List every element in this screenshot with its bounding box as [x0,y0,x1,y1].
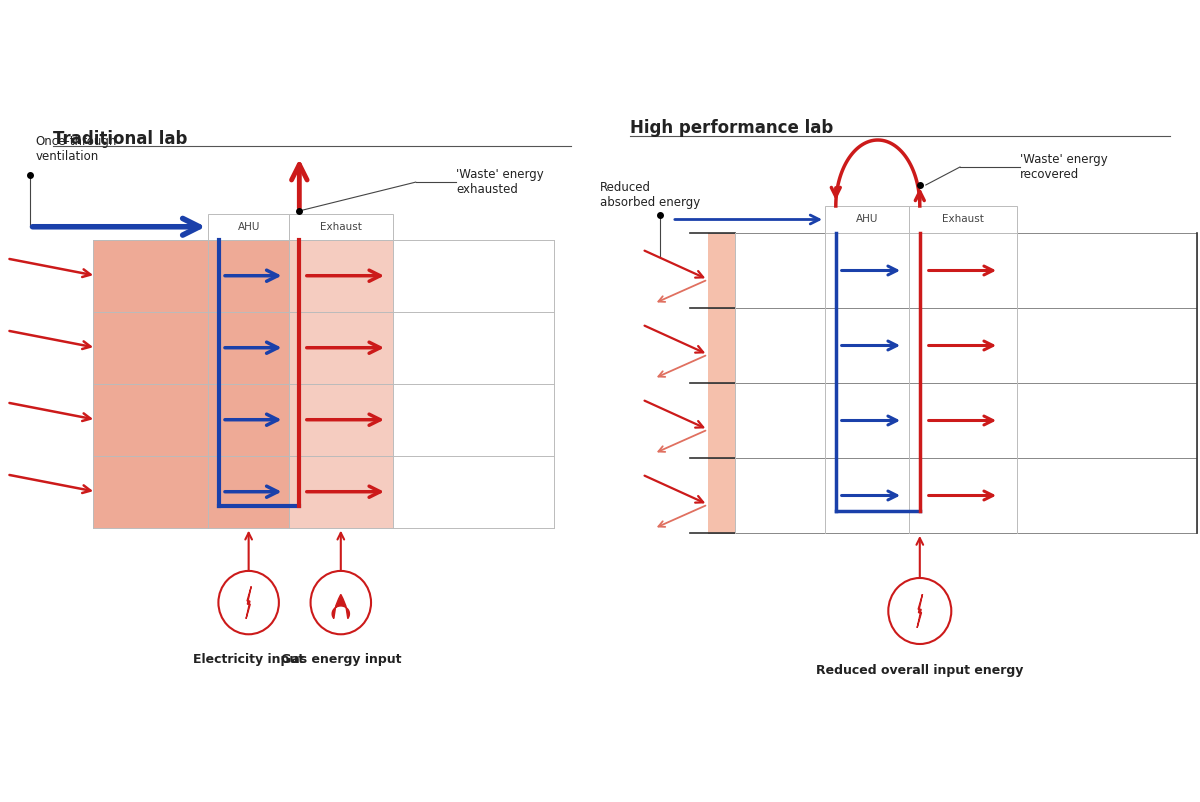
Text: Exhaust: Exhaust [942,214,984,225]
Bar [289,240,392,528]
Bar [392,240,554,528]
Text: Once-through
ventilation: Once-through ventilation [36,136,116,164]
Bar [94,240,209,528]
Text: Gas energy input: Gas energy input [281,654,401,666]
Text: Exhaust: Exhaust [320,222,361,232]
Bar [209,214,289,240]
Text: Traditional lab: Traditional lab [53,130,187,148]
Text: Electricity input: Electricity input [193,654,305,666]
Bar [708,233,734,533]
Bar [734,233,1198,533]
Text: 'Waste' energy
exhausted: 'Waste' energy exhausted [456,168,544,196]
Text: AHU: AHU [856,214,878,225]
Bar [209,240,289,528]
Text: 'Waste' energy
recovered: 'Waste' energy recovered [1020,153,1108,181]
Polygon shape [246,586,251,618]
Text: Reduced overall input energy: Reduced overall input energy [816,664,1024,677]
Bar [289,214,392,240]
Polygon shape [917,594,923,628]
Polygon shape [332,594,349,618]
Text: Reduced
absorbed energy: Reduced absorbed energy [600,181,701,209]
Bar [910,206,1018,233]
Text: High performance lab: High performance lab [630,119,833,137]
Bar [826,206,910,233]
Text: AHU: AHU [238,222,260,232]
